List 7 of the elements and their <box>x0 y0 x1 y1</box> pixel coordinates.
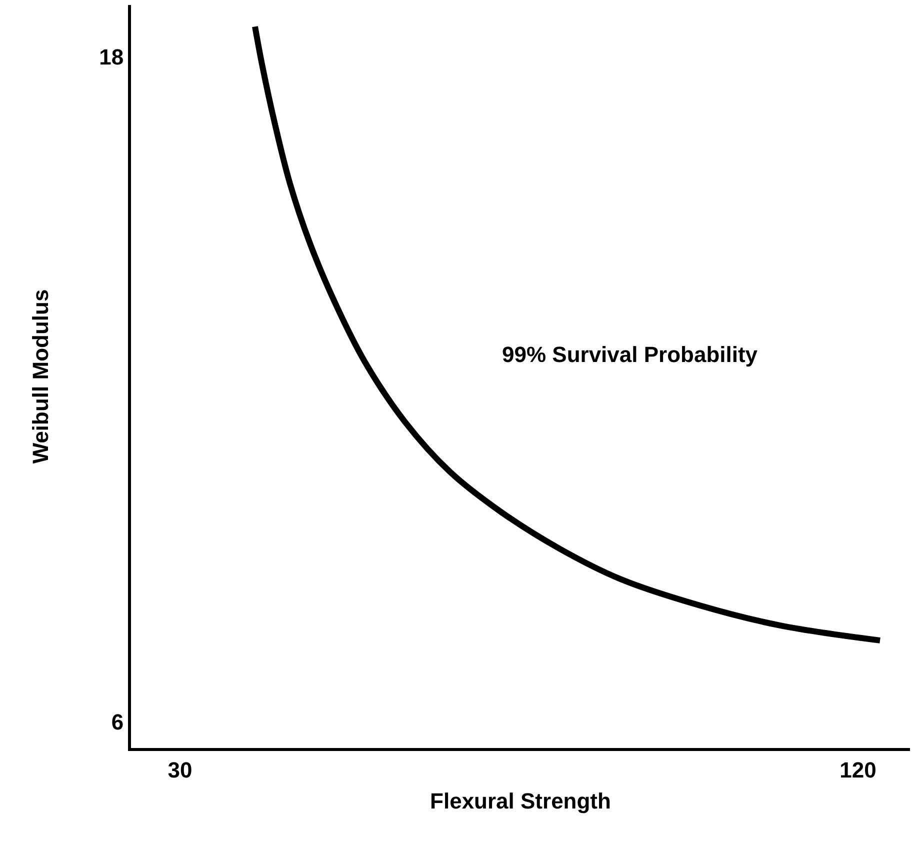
y-tick-label: 6 <box>111 710 124 735</box>
x-tick-label: 120 <box>840 757 876 782</box>
x-tick-label: 30 <box>168 757 192 782</box>
annotation: 99% Survival Probability <box>502 342 758 367</box>
y-axis-title: Weibull Modulus <box>28 289 53 464</box>
x-axis-title: Flexural Strength <box>430 788 611 814</box>
y-tick-label: 18 <box>99 44 124 70</box>
